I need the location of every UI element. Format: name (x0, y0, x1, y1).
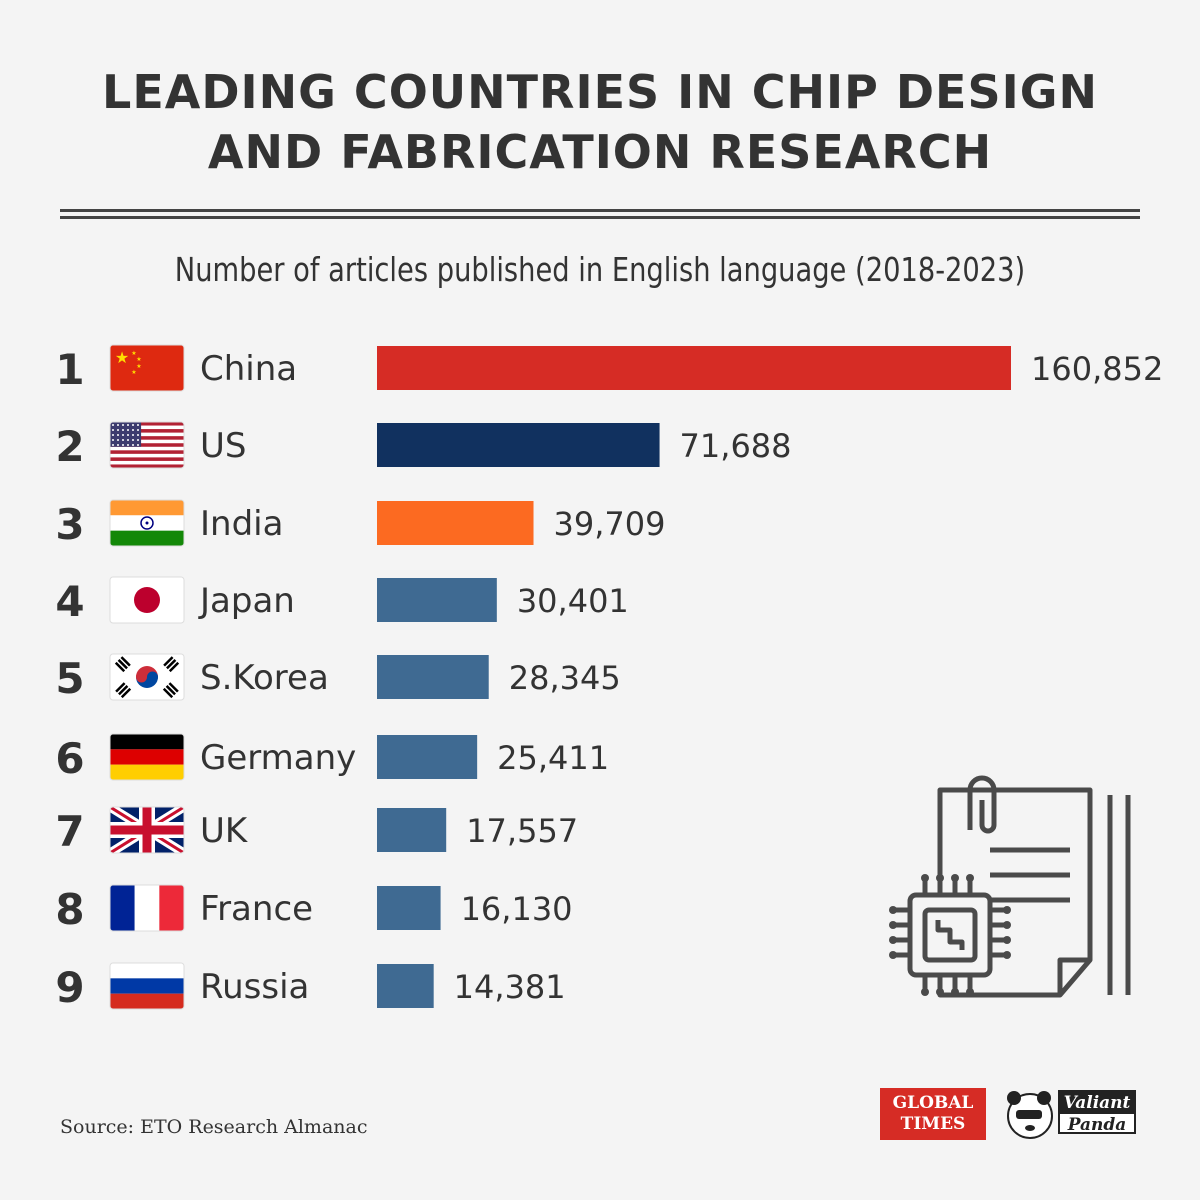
category-label: Germany (200, 738, 356, 778)
value-label: 160,852 (1031, 350, 1163, 388)
category-label: S.Korea (200, 658, 329, 698)
bar (377, 808, 447, 852)
bar (377, 501, 534, 545)
value-label: 25,411 (497, 739, 609, 777)
rank-label: 7 (55, 807, 84, 856)
svg-text:★: ★ (136, 356, 141, 363)
japan-flag-icon (109, 576, 185, 624)
bar (377, 964, 434, 1008)
us-flag-icon (109, 421, 185, 469)
value-label: 39,709 (554, 505, 666, 543)
category-label: Russia (200, 967, 309, 1007)
value-label: 14,381 (454, 968, 566, 1006)
bar-row: 6 Germany 25,411 (55, 733, 609, 783)
bar-row: 9 Russia 14,381 (55, 962, 566, 1012)
category-label: France (200, 889, 313, 929)
title-line-2: AND FABRICATION RESEARCH (207, 125, 993, 179)
bar (377, 578, 497, 622)
china-flag-icon: ★ ★★★★ (109, 344, 185, 392)
bar-row: 3 India 39,709 (55, 499, 666, 549)
uk-flag-icon (109, 806, 185, 854)
chip-document-icon (889, 775, 1131, 998)
rank-label: 9 (55, 963, 84, 1012)
value-label: 71,688 (680, 427, 792, 465)
bar-row: 4 Japan 30,401 (55, 576, 629, 626)
bar (377, 346, 1011, 390)
rank-label: 1 (55, 345, 84, 394)
india-flag-icon (109, 499, 185, 547)
global-times-logo-line2: TIMES (900, 1114, 966, 1134)
svg-text:★: ★ (131, 350, 136, 357)
value-label: 17,557 (466, 812, 578, 850)
panda-icon (1007, 1091, 1053, 1139)
rank-label: 4 (55, 577, 84, 626)
title-line-1: LEADING COUNTRIES IN CHIP DESIGN (102, 65, 1098, 119)
source-note: Source: ETO Research Almanac (60, 1116, 368, 1138)
category-label: India (200, 504, 283, 544)
global-times-logo: GLOBAL TIMES (880, 1088, 986, 1140)
rank-label: 2 (55, 422, 84, 471)
germany-flag-icon (109, 733, 185, 781)
valiant-panda-logo-line1: Valiant (1058, 1090, 1136, 1113)
valiant-panda-logo-line2: Panda (1058, 1112, 1136, 1135)
south-korea-flag-icon (109, 653, 185, 701)
value-label: 30,401 (517, 582, 629, 620)
bar-row: 5 S.Korea 28,345 (55, 653, 621, 703)
bar-row: 8 France 16,130 (55, 884, 573, 934)
title-divider-bottom (60, 216, 1140, 219)
bar (377, 735, 478, 779)
bar (377, 886, 441, 930)
rank-label: 8 (55, 885, 84, 934)
value-label: 16,130 (461, 890, 573, 928)
france-flag-icon (109, 884, 185, 932)
rank-label: 6 (55, 734, 84, 783)
category-label: UK (200, 811, 249, 851)
global-times-logo-line1: GLOBAL (892, 1093, 974, 1113)
chart-title: LEADING COUNTRIES IN CHIP DESIGN AND FAB… (0, 62, 1200, 182)
bar (377, 655, 489, 699)
chart-subtitle: Number of articles published in English … (174, 250, 1026, 289)
svg-text:★: ★ (115, 348, 129, 367)
rank-label: 3 (55, 500, 84, 549)
category-label: US (200, 426, 246, 466)
rank-label: 5 (55, 654, 84, 703)
bar-row: 2 US 71,688 (55, 421, 792, 471)
value-label: 28,345 (509, 659, 621, 697)
category-label: Japan (198, 581, 295, 621)
russia-flag-icon (109, 962, 185, 1010)
svg-text:★: ★ (131, 369, 136, 376)
category-label: China (200, 349, 297, 389)
svg-text:★: ★ (136, 363, 141, 370)
bar-row: 7 UK 17,557 (55, 806, 578, 856)
bar-row: 1 ★ ★★★★ China 160,852 (55, 344, 1163, 394)
bar (377, 423, 660, 467)
title-divider-top (60, 209, 1140, 212)
